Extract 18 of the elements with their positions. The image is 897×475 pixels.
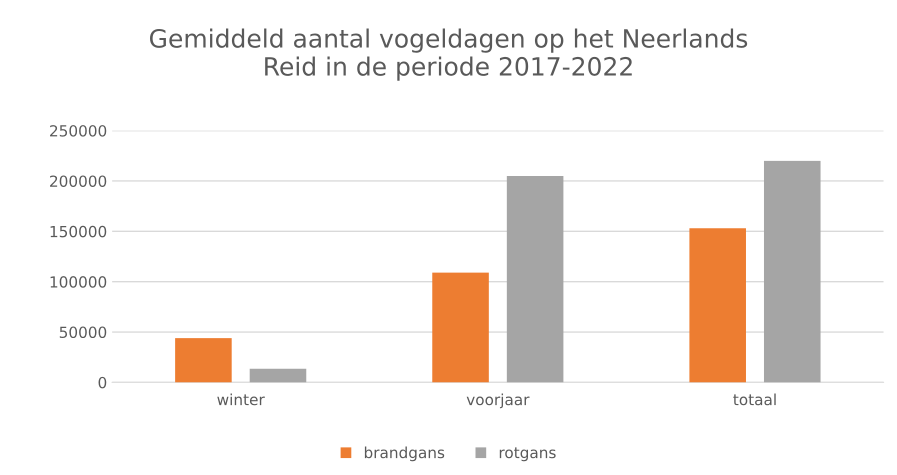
y-tick-label: 150000 <box>50 226 106 238</box>
y-tick-label: 50000 <box>60 326 106 338</box>
bar <box>175 338 232 382</box>
bar <box>764 160 821 382</box>
bar <box>432 272 489 382</box>
y-tick-label: 200000 <box>50 175 106 187</box>
bar <box>506 176 564 382</box>
x-tick-label: winter <box>217 393 265 406</box>
legend-label: rotgans <box>500 447 556 462</box>
y-tick-label: 250000 <box>50 125 106 137</box>
chart-title: Gemiddeld aantal vogeldagen op het Neerlands Reid in de periode 2017-2022 <box>150 28 748 81</box>
x-tick-label: voorjaar <box>466 393 530 408</box>
x-tick-label: totaal <box>733 393 776 406</box>
bar <box>689 228 746 382</box>
bar <box>250 368 306 382</box>
legend-label: brandgans <box>364 446 444 462</box>
y-tick-label: 0 <box>98 376 106 388</box>
y-tick-label: 100000 <box>50 276 106 288</box>
